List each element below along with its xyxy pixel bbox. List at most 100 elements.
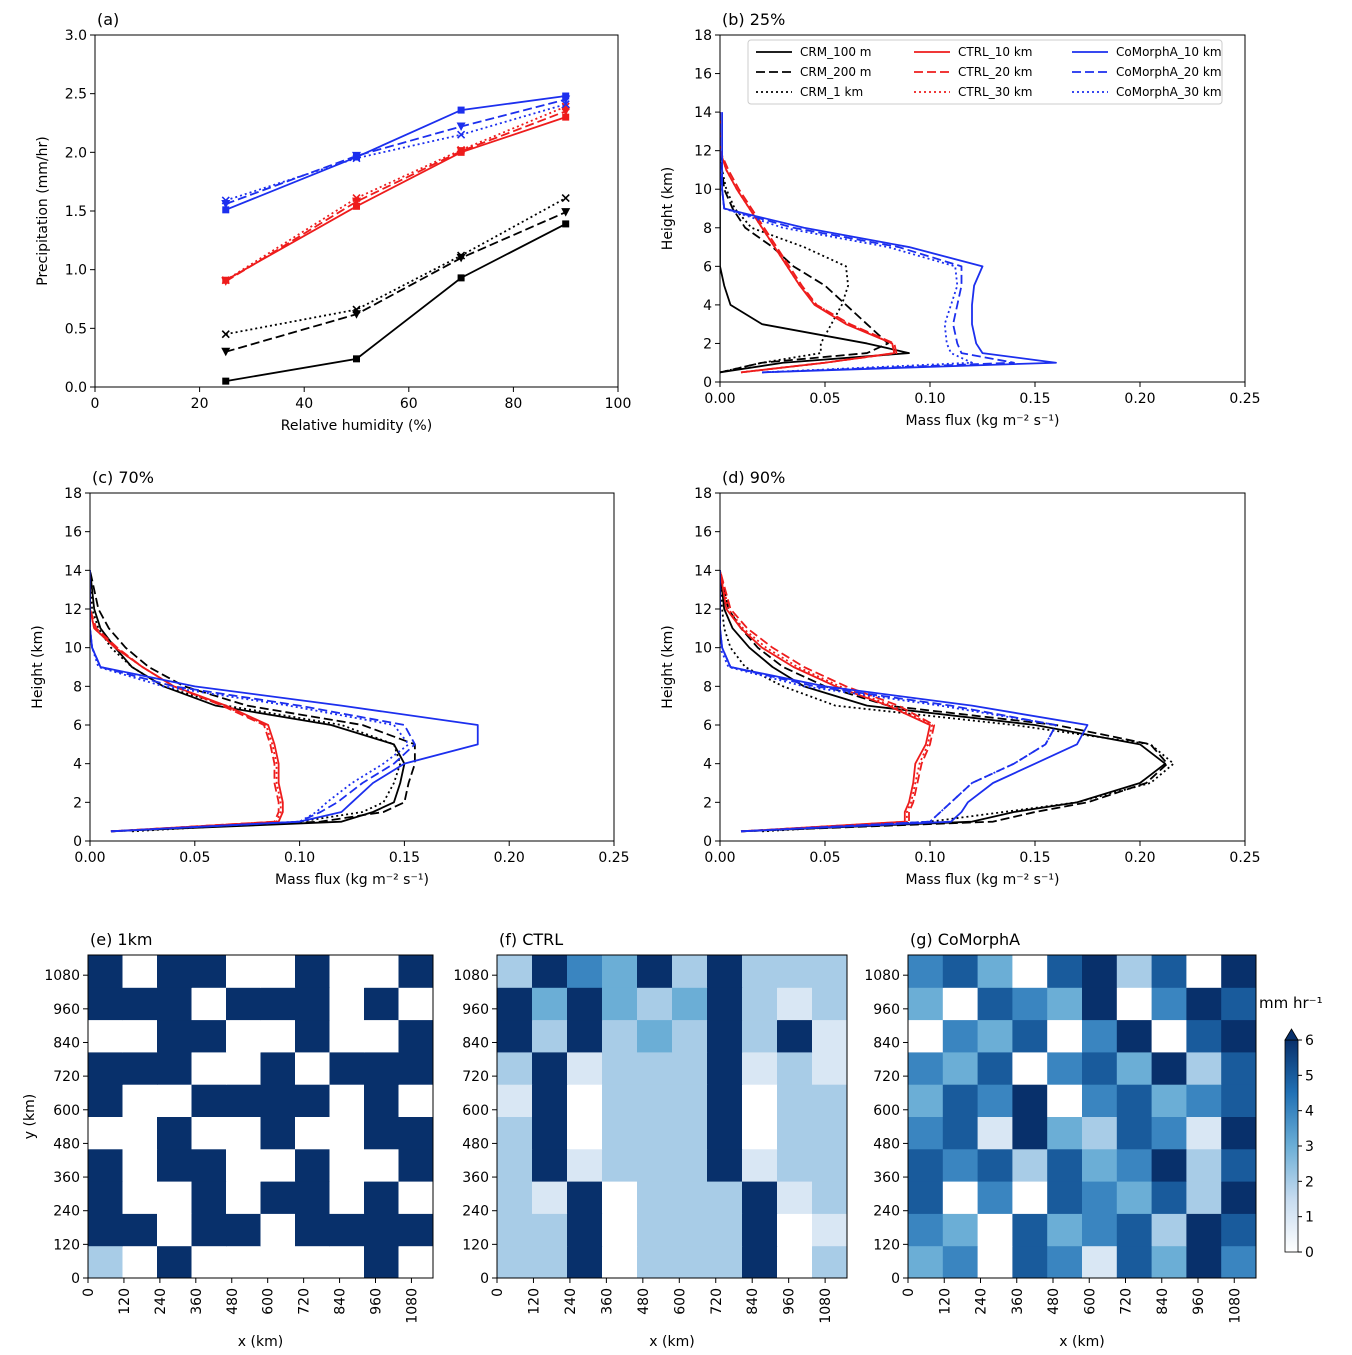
y-tick-label: 600 [53,1103,80,1119]
heat-cell [329,1116,365,1150]
profile-line [720,112,896,374]
heat-cell [364,955,399,988]
profile-line [90,570,402,833]
heat-cell [742,1213,778,1247]
heat-cell [364,987,399,1021]
heat-cell [398,1181,433,1214]
profile-line [90,570,416,833]
x-axis-label: Mass flux (kg m⁻² s⁻¹) [275,872,429,888]
x-tick-label: 1080 [818,1288,834,1324]
plot-area [225,95,567,383]
heat-cell [1221,1181,1256,1214]
heat-cell [88,1019,123,1053]
heat-cell [908,1181,944,1214]
x-tick-label: 0.05 [179,850,210,866]
heat-cell [777,1019,813,1053]
y-tick-label: 18 [694,486,712,502]
y-tick-label: 720 [462,1069,489,1085]
y-tick-label: 480 [462,1136,489,1152]
heat-cell [1151,955,1187,988]
panel-title: (a) [97,10,119,29]
x-tick-label: 120 [526,1288,542,1315]
heat-cell [88,1116,123,1150]
y-tick-label: 720 [53,1069,80,1085]
heat-cell [1151,1213,1187,1247]
heat-cell [908,1051,944,1085]
heat-cell [1012,1051,1048,1085]
heat-cell [329,1051,365,1085]
heat-cell [226,1245,261,1278]
heat-cell [364,1213,399,1247]
heat-cell [157,1051,192,1085]
heat-cell [1221,1148,1256,1182]
line [225,116,566,282]
y-tick-label: 18 [64,486,82,502]
line [225,103,566,202]
x-tick-label: 960 [1191,1288,1207,1315]
heat-cell [942,1148,979,1182]
heat-cell [567,987,603,1021]
heat-cell [329,1148,365,1182]
x-tick-label: 960 [369,1288,385,1315]
heat-cell [88,1051,123,1085]
marker [221,330,230,339]
heat-cell [637,1051,673,1085]
x-tick-label: 840 [745,1288,761,1315]
x-tick-label: 0 [490,1288,506,1297]
y-tick-label: 4 [703,757,712,773]
y-tick-label: 720 [873,1069,900,1085]
x-tick-label: 100 [605,396,632,412]
colorbar-tick-label: 1 [1305,1210,1314,1226]
heat-cell [707,1213,743,1247]
heat-cell [777,1116,813,1150]
heat-cell [260,1181,296,1214]
x-tick-label: 360 [1010,1288,1026,1315]
axes-frame [907,954,1257,1279]
heat-cell [1186,987,1222,1021]
heat-cell [602,1213,638,1247]
x-tick-label: 1080 [404,1288,420,1324]
heat-cell [532,1148,568,1182]
heat-cell [742,1084,778,1117]
heat-cell [1186,1181,1222,1214]
marker [352,194,361,203]
heat-cell [637,1181,673,1214]
heat-cell [191,1019,227,1053]
heat-cell [602,987,638,1021]
heat-cell [329,987,365,1021]
y-axis-label: Height (km) [660,167,676,250]
panel: 0.00 0.05 0.10 0.15 0.20 0.25 0 2 4 6 8 10 12 14 16 18 (… [30,468,630,888]
y-tick-label: 360 [462,1170,489,1186]
x-tick-label: 0 [81,1288,97,1297]
heat-cell [532,955,568,988]
heat-cell [1012,1245,1048,1278]
heat-cell [157,1181,192,1214]
y-tick-label: 12 [694,144,712,160]
heat-cell [295,1019,330,1053]
heat-cell [122,1245,158,1278]
axes-frame [719,34,1246,383]
heat-cell [1186,1148,1222,1182]
heat-cell [567,955,603,988]
heat-cell [942,1116,979,1150]
heat-cell [226,1148,261,1182]
heat-cell [1116,1116,1153,1150]
heat-cell [742,1116,778,1150]
heat-cell [260,1051,296,1085]
heat-cell [777,1084,813,1117]
x-tick-label: 240 [974,1288,990,1315]
heat-cell [1082,987,1118,1021]
heat-cell [567,1084,603,1117]
heat-cell [1082,1084,1118,1117]
heat-cell [1012,955,1048,988]
heat-cell [398,1213,433,1247]
heat-cell [329,1245,365,1278]
profile-line [720,112,1015,374]
heat-cell [1221,987,1256,1021]
heat-cell [1116,1245,1153,1278]
panel: 0 120 240 360 480 600 720 840 960 1080 0 120 240 360 4… [453,930,848,1350]
y-tick-label: 2.5 [65,87,87,103]
x-tick-label: 720 [709,1288,725,1315]
x-tick-label: 120 [937,1288,953,1315]
heat-cell [637,1213,673,1247]
